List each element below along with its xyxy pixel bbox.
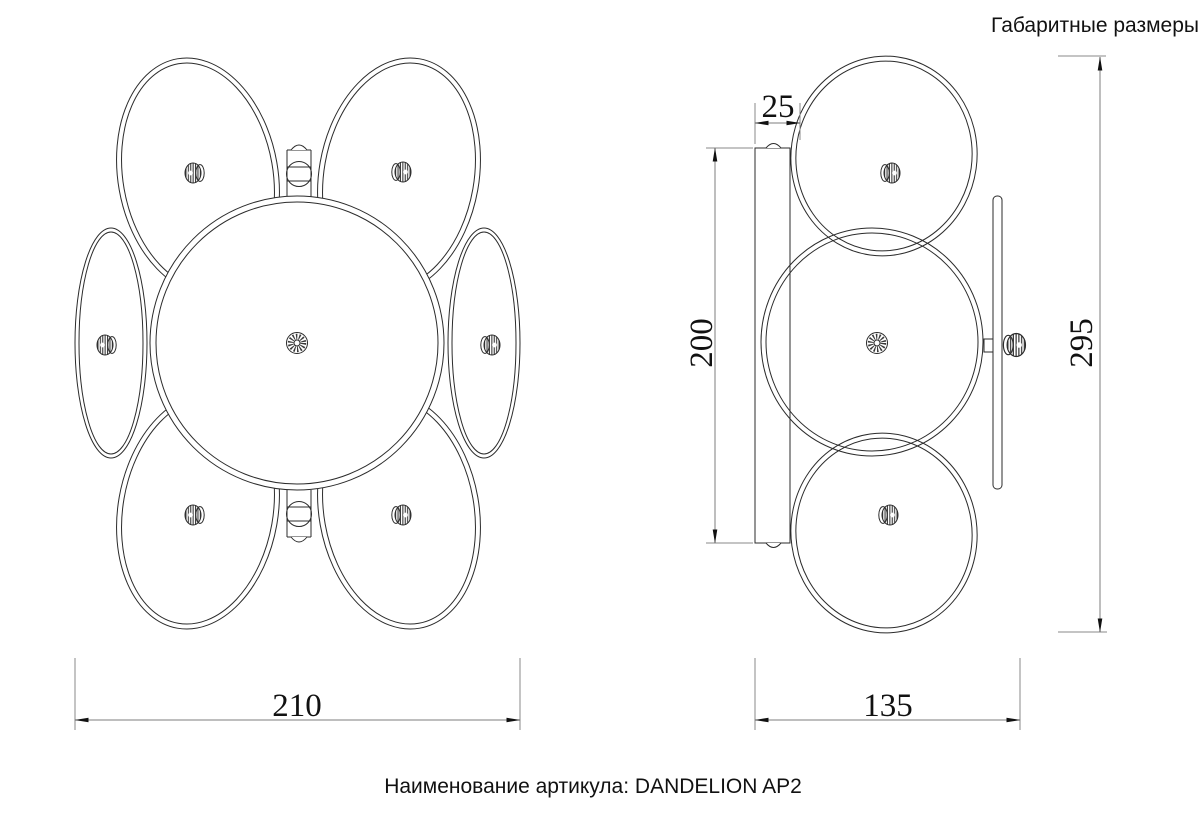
top-bracket-screw-icon [286, 161, 312, 187]
dimensions: 210 135 25 200 295 [74, 55, 1107, 730]
bottom-bracket-screw-icon [286, 501, 312, 527]
front-left-knob-icon [96, 334, 117, 356]
side-top-knob-icon [880, 162, 901, 184]
article-caption: Наименование артикула: DANDELION AP2 [384, 775, 802, 798]
front-bottom-bracket [286, 490, 312, 543]
front-top-right-knob-icon [391, 161, 412, 183]
side-backplate [754, 143, 791, 548]
dimension-overall-height: 295 [1058, 55, 1107, 633]
front-top-left-knob-icon [184, 162, 205, 184]
side-bottom-disc [790, 432, 978, 634]
bottom-bracket-cap [290, 536, 308, 543]
page-title: Габаритные размеры [991, 14, 1199, 37]
dimension-backplate-height-value: 200 [684, 318, 720, 368]
front-center-knob-icon [287, 333, 308, 354]
side-center-knob-icon [867, 333, 888, 354]
front-left-disc-rim [78, 231, 144, 455]
side-bottom-knob-icon [878, 504, 899, 526]
dimension-backplate-depth: 25 [754, 89, 801, 144]
front-right-disc-rim [451, 231, 517, 455]
dimension-backplate-height: 200 [684, 147, 753, 544]
front-top-bracket [286, 144, 312, 197]
front-right-knob-icon [480, 334, 501, 356]
front-bottom-left-knob-icon [184, 504, 205, 526]
dimension-backplate-depth-value: 25 [762, 89, 795, 125]
side-bottom-disc-rim [795, 437, 973, 629]
front-bottom-right-knob-icon [391, 504, 412, 526]
dimension-side-width-value: 135 [863, 688, 913, 724]
dimension-front-width: 210 [74, 658, 521, 730]
front-view [74, 57, 521, 630]
side-top-disc-rim [795, 60, 973, 252]
front-center-disc-rim [155, 201, 439, 485]
side-front-disc-edge [992, 195, 1003, 490]
backplate-top-screw-icon [765, 143, 782, 149]
dimension-front-width-value: 210 [272, 688, 322, 724]
side-center-disc-rim [765, 232, 979, 452]
dimension-overall-height-value: 295 [1064, 318, 1100, 368]
dimension-side-width: 135 [754, 658, 1021, 730]
side-view [754, 55, 1027, 634]
side-top-disc [790, 55, 978, 257]
side-center-disc [760, 227, 984, 457]
backplate-bottom-screw-icon [765, 542, 782, 548]
top-bracket-cap [290, 144, 308, 151]
side-bar-knob-icon [1002, 332, 1027, 358]
